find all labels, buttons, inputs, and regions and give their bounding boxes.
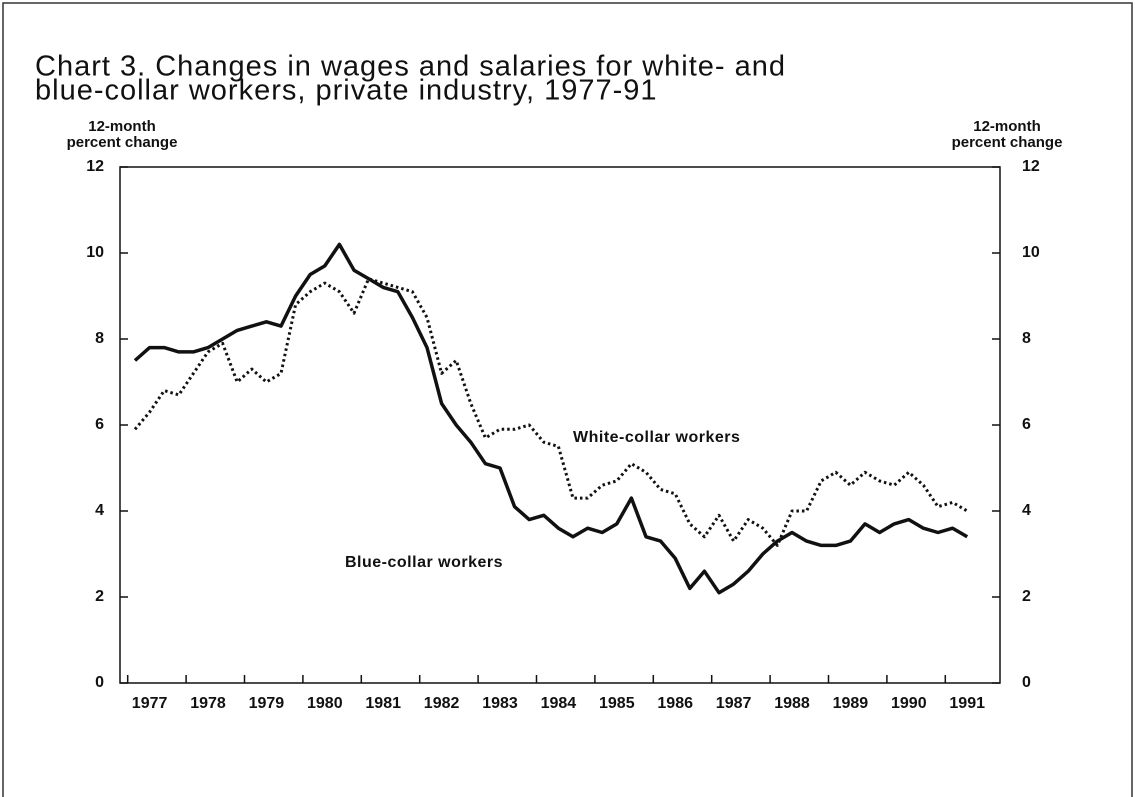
- x-tick-label: 1988: [774, 695, 810, 712]
- y-tick-label: 10: [86, 244, 104, 261]
- y2-tick-label: 12: [1022, 158, 1040, 175]
- x-tick-label: 1983: [482, 695, 518, 712]
- series-line: [133, 277, 968, 547]
- x-tick-label: 1979: [249, 695, 285, 712]
- x-tick-label: 1980: [307, 695, 343, 712]
- y2-tick-label: 2: [1022, 588, 1031, 605]
- y-axis-label: percent change: [67, 134, 178, 151]
- y-tick-label: 0: [95, 674, 104, 691]
- x-tick-label: 1978: [190, 695, 226, 712]
- chart-title: Chart 3. Changes in wages and salaries f…: [35, 51, 786, 83]
- y-tick-label: 6: [95, 416, 104, 433]
- x-tick-label: 1984: [541, 695, 577, 712]
- chart-title: blue-collar workers, private industry, 1…: [35, 75, 658, 107]
- y2-tick-label: 10: [1022, 244, 1040, 261]
- x-tick-label: 1981: [365, 695, 401, 712]
- y-axis-label: 12-month: [88, 118, 156, 135]
- y2-tick-label: 8: [1022, 330, 1031, 347]
- x-tick-label: 1990: [891, 695, 927, 712]
- y2-axis-label: percent change: [952, 134, 1063, 151]
- y2-axis-label: 12-month: [973, 118, 1041, 135]
- plot-frame: [119, 166, 1001, 684]
- y-tick-label: 2: [95, 588, 104, 605]
- x-tick-label: 1986: [657, 695, 693, 712]
- x-tick-label: 1977: [132, 695, 168, 712]
- x-tick-label: 1982: [424, 695, 460, 712]
- x-tick-label: 1991: [949, 695, 985, 712]
- y-tick-label: 4: [95, 502, 104, 519]
- y2-tick-label: 0: [1022, 674, 1031, 691]
- y2-tick-label: 4: [1022, 502, 1031, 519]
- series-line: [133, 242, 969, 595]
- x-tick-label: 1989: [833, 695, 869, 712]
- series-label: Blue-collar workers: [345, 554, 503, 571]
- y-tick-label: 12: [86, 158, 104, 175]
- y2-tick-label: 6: [1022, 416, 1031, 433]
- y-tick-label: 8: [95, 330, 104, 347]
- x-tick-label: 1985: [599, 695, 635, 712]
- series-label: White-collar workers: [573, 429, 740, 446]
- x-tick-label: 1987: [716, 695, 752, 712]
